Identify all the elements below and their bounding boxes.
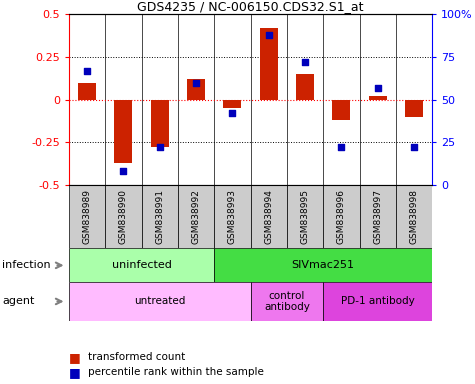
Bar: [223, 99, 241, 108]
Bar: [260, 28, 278, 99]
Bar: [78, 83, 96, 99]
Bar: [142, 185, 178, 248]
Bar: [69, 282, 251, 321]
Title: GDS4235 / NC-006150.CDS32.S1_at: GDS4235 / NC-006150.CDS32.S1_at: [137, 0, 364, 13]
Text: SIVmac251: SIVmac251: [292, 260, 355, 270]
Text: GSM838989: GSM838989: [83, 189, 92, 244]
Point: [301, 59, 309, 65]
Bar: [251, 185, 287, 248]
Point: [228, 110, 236, 116]
Point: [265, 31, 273, 38]
Bar: [114, 99, 133, 163]
Bar: [323, 282, 432, 321]
Text: PD-1 antibody: PD-1 antibody: [341, 296, 415, 306]
Point: [338, 144, 345, 151]
Bar: [369, 96, 387, 99]
Text: GSM838991: GSM838991: [155, 189, 164, 244]
Bar: [296, 74, 314, 99]
Text: GSM838998: GSM838998: [409, 189, 418, 244]
Bar: [396, 185, 432, 248]
Bar: [69, 185, 105, 248]
Bar: [332, 99, 351, 120]
Point: [410, 144, 418, 151]
Text: infection: infection: [2, 260, 51, 270]
Text: untreated: untreated: [134, 296, 185, 306]
Text: uninfected: uninfected: [112, 260, 171, 270]
Text: control
antibody: control antibody: [264, 291, 310, 312]
Text: GSM838997: GSM838997: [373, 189, 382, 244]
Text: ■: ■: [69, 351, 81, 364]
Text: GSM838993: GSM838993: [228, 189, 237, 244]
Bar: [105, 185, 142, 248]
Point: [83, 68, 91, 74]
Bar: [69, 248, 214, 282]
Point: [192, 79, 200, 86]
Bar: [214, 185, 251, 248]
Text: GSM838994: GSM838994: [264, 189, 273, 244]
Text: transformed count: transformed count: [88, 352, 185, 362]
Text: agent: agent: [2, 296, 35, 306]
Bar: [251, 282, 323, 321]
Bar: [187, 79, 205, 99]
Bar: [287, 185, 323, 248]
Text: GSM838995: GSM838995: [301, 189, 310, 244]
Point: [374, 84, 381, 91]
Point: [156, 144, 163, 151]
Bar: [214, 248, 432, 282]
Bar: [405, 99, 423, 117]
Text: percentile rank within the sample: percentile rank within the sample: [88, 367, 264, 377]
Bar: [360, 185, 396, 248]
Point: [120, 168, 127, 174]
Text: GSM838996: GSM838996: [337, 189, 346, 244]
Text: ■: ■: [69, 366, 81, 379]
Text: GSM838992: GSM838992: [191, 189, 200, 244]
Bar: [178, 185, 214, 248]
Bar: [323, 185, 360, 248]
Text: GSM838990: GSM838990: [119, 189, 128, 244]
Bar: [151, 99, 169, 147]
